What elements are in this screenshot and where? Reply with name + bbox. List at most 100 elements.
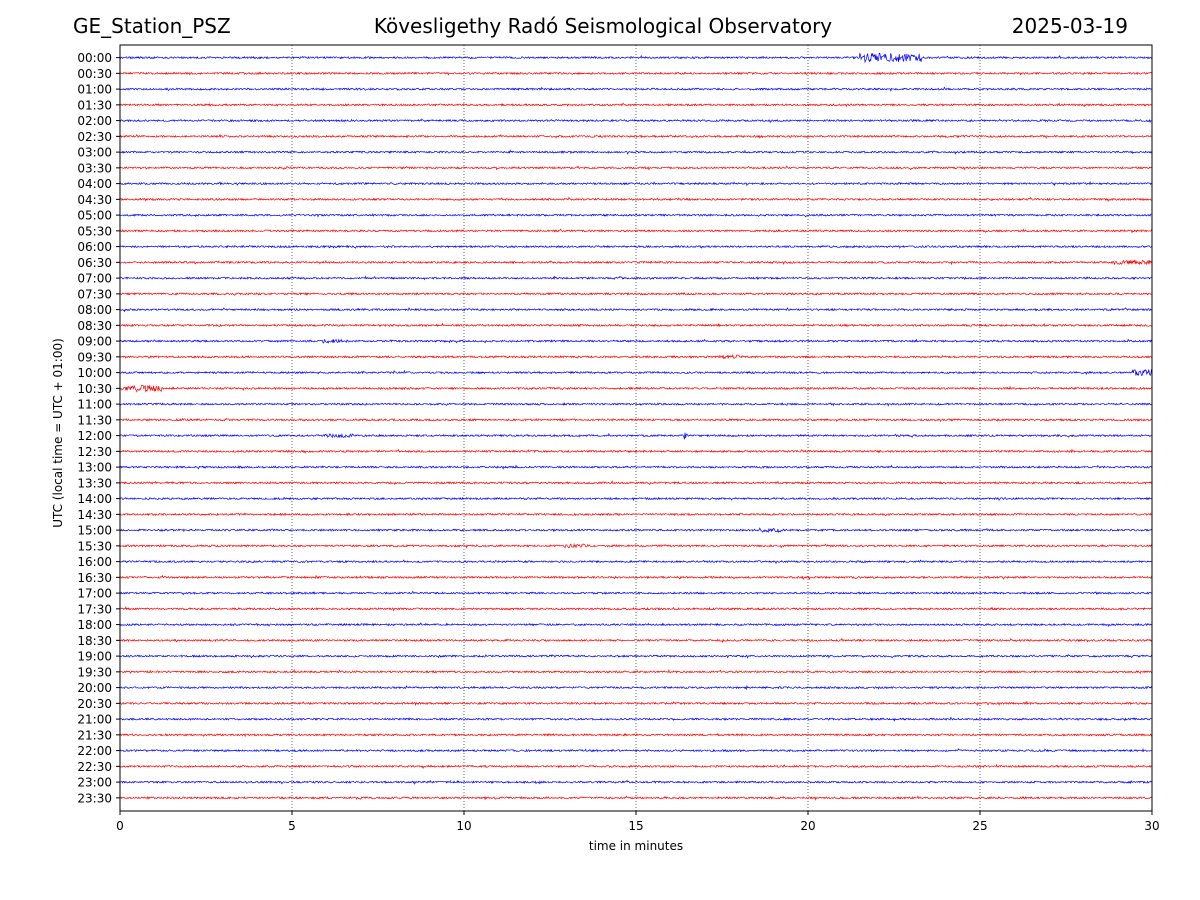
date-label: 2025-03-19: [1011, 14, 1128, 38]
y-tick-label: 00:30: [77, 67, 112, 81]
y-tick-label: 13:00: [77, 461, 112, 475]
trace-1830: [119, 637, 1153, 643]
trace-1200: [119, 432, 1153, 440]
trace-1000: [119, 369, 1153, 377]
trace-0830: [119, 322, 1153, 328]
grid-lines: [291, 45, 981, 811]
trace-1100: [119, 402, 1153, 407]
trace-1600: [119, 559, 1153, 565]
trace-0100: [119, 86, 1153, 93]
y-tick-label: 07:30: [77, 287, 112, 301]
y-tick-label: 01:30: [77, 98, 112, 112]
trace-2130: [119, 732, 1153, 738]
x-tick-label: 0: [116, 819, 124, 833]
traces: [119, 52, 1153, 801]
trace-0930: [119, 353, 1153, 360]
trace-2330: [119, 795, 1153, 801]
y-tick-label: 15:30: [77, 539, 112, 553]
y-tick-label: 04:00: [77, 177, 112, 191]
trace-1430: [119, 512, 1153, 517]
trace-0800: [119, 306, 1153, 313]
trace-1230: [119, 448, 1153, 455]
y-tick-label: 21:00: [77, 713, 112, 727]
chart-title: Kövesligethy Radó Seismological Observat…: [373, 14, 833, 38]
y-tick-label: 12:00: [77, 429, 112, 443]
trace-1300: [119, 464, 1153, 470]
y-tick-label: 07:00: [77, 272, 112, 286]
trace-0500: [119, 212, 1153, 218]
x-tick-label: 5: [288, 819, 296, 833]
y-tick-label: 17:30: [77, 602, 112, 616]
trace-1800: [119, 622, 1153, 628]
y-tick-label: 11:30: [77, 413, 112, 427]
y-tick-label: 10:30: [77, 382, 112, 396]
y-tick-label: 23:30: [77, 791, 112, 805]
y-tick-label: 05:30: [77, 224, 112, 238]
trace-0300: [119, 149, 1153, 155]
y-tick-label: 14:30: [77, 508, 112, 522]
trace-1930: [119, 668, 1153, 675]
trace-0000: [119, 52, 1153, 64]
y-tick-label: 11:00: [77, 398, 112, 412]
y-tick-label: 23:00: [77, 776, 112, 790]
trace-0230: [119, 133, 1153, 140]
trace-0400: [119, 180, 1153, 187]
y-tick-label: 10:00: [77, 366, 112, 380]
y-tick-label: 13:30: [77, 476, 112, 490]
trace-1400: [119, 496, 1153, 502]
x-axis-label: time in minutes: [589, 839, 683, 853]
trace-1130: [119, 417, 1153, 423]
y-tick-label: 02:00: [77, 114, 112, 128]
y-tick-label: 14:00: [77, 492, 112, 506]
y-tick-label: 20:30: [77, 697, 112, 711]
trace-0430: [119, 196, 1153, 203]
y-tick-label: 08:00: [77, 303, 112, 317]
trace-2230: [119, 763, 1153, 770]
y-tick-label: 03:30: [77, 161, 112, 175]
x-axis-ticks: 0 5 10 15 20 25 30: [116, 811, 1160, 833]
trace-1900: [119, 653, 1153, 659]
trace-0900: [119, 338, 1153, 344]
x-tick-label: 10: [456, 819, 471, 833]
x-tick-label: 30: [1144, 819, 1159, 833]
trace-2000: [119, 684, 1153, 691]
trace-1330: [119, 480, 1153, 486]
y-tick-label: 22:00: [77, 744, 112, 758]
y-tick-label: 03:00: [77, 146, 112, 160]
y-tick-label: 18:00: [77, 618, 112, 632]
y-tick-label: 17:00: [77, 587, 112, 601]
y-tick-label: 09:00: [77, 335, 112, 349]
x-tick-label: 20: [800, 819, 815, 833]
y-tick-label: 04:30: [77, 193, 112, 207]
y-tick-label: 16:30: [77, 571, 112, 585]
y-tick-label: 16:00: [77, 555, 112, 569]
y-tick-label: 06:30: [77, 256, 112, 270]
y-tick-label: 09:30: [77, 350, 112, 364]
trace-0200: [119, 118, 1153, 124]
trace-2100: [119, 716, 1153, 722]
trace-1700: [119, 590, 1153, 596]
y-tick-label: 22:30: [77, 760, 112, 774]
y-tick-label: 01:00: [77, 83, 112, 97]
trace-2300: [119, 779, 1153, 785]
station-label: GE_Station_PSZ: [73, 14, 231, 38]
trace-0530: [119, 228, 1153, 234]
y-tick-label: 15:00: [77, 524, 112, 538]
x-tick-label: 25: [972, 819, 987, 833]
trace-0130: [119, 102, 1153, 108]
trace-0730: [119, 291, 1153, 296]
y-tick-label: 05:00: [77, 209, 112, 223]
trace-0330: [119, 165, 1153, 171]
y-tick-label: 02:30: [77, 130, 112, 144]
y-tick-label: 00:00: [77, 51, 112, 65]
y-tick-label: 18:30: [77, 634, 112, 648]
y-tick-label: 19:30: [77, 665, 112, 679]
trace-2030: [119, 700, 1153, 707]
trace-1030: [119, 384, 1153, 393]
trace-0630: [119, 259, 1153, 266]
trace-0700: [119, 275, 1153, 281]
y-tick-label: 21:30: [77, 728, 112, 742]
y-tick-label: 08:30: [77, 319, 112, 333]
